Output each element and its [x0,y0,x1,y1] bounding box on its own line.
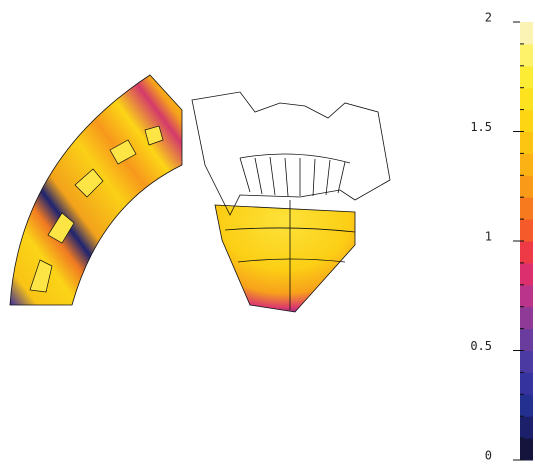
color-band [520,65,533,89]
color-band [520,306,533,330]
color-band [520,241,533,264]
color-band [520,219,533,242]
color-band [520,394,533,417]
tick-label: 1 [485,230,492,244]
tick-label: 0 [485,449,492,463]
tick-label: 2 [485,11,492,25]
color-band [520,153,533,176]
color-band [520,43,533,67]
rotor-body [214,204,356,313]
color-band [520,328,533,351]
color-band [520,438,533,461]
color-band [520,87,533,111]
color-band [520,372,533,395]
color-band [520,350,533,373]
rotor-wires [224,153,356,310]
tick-label: 0.5 [470,339,492,353]
color-band [520,262,533,286]
color-band [520,109,533,132]
color-band [520,416,533,439]
color-band [520,284,533,308]
model [9,74,391,313]
color-band [520,131,533,154]
stator-slots [29,125,164,293]
color-band [520,22,533,45]
colorbar: 0 0.5 1 1.5 2 [470,11,533,463]
rotor-teeth [191,91,391,216]
stator-segment [9,74,183,306]
tick-label: 1.5 [470,120,492,134]
color-band [520,197,533,220]
color-band [520,175,533,198]
